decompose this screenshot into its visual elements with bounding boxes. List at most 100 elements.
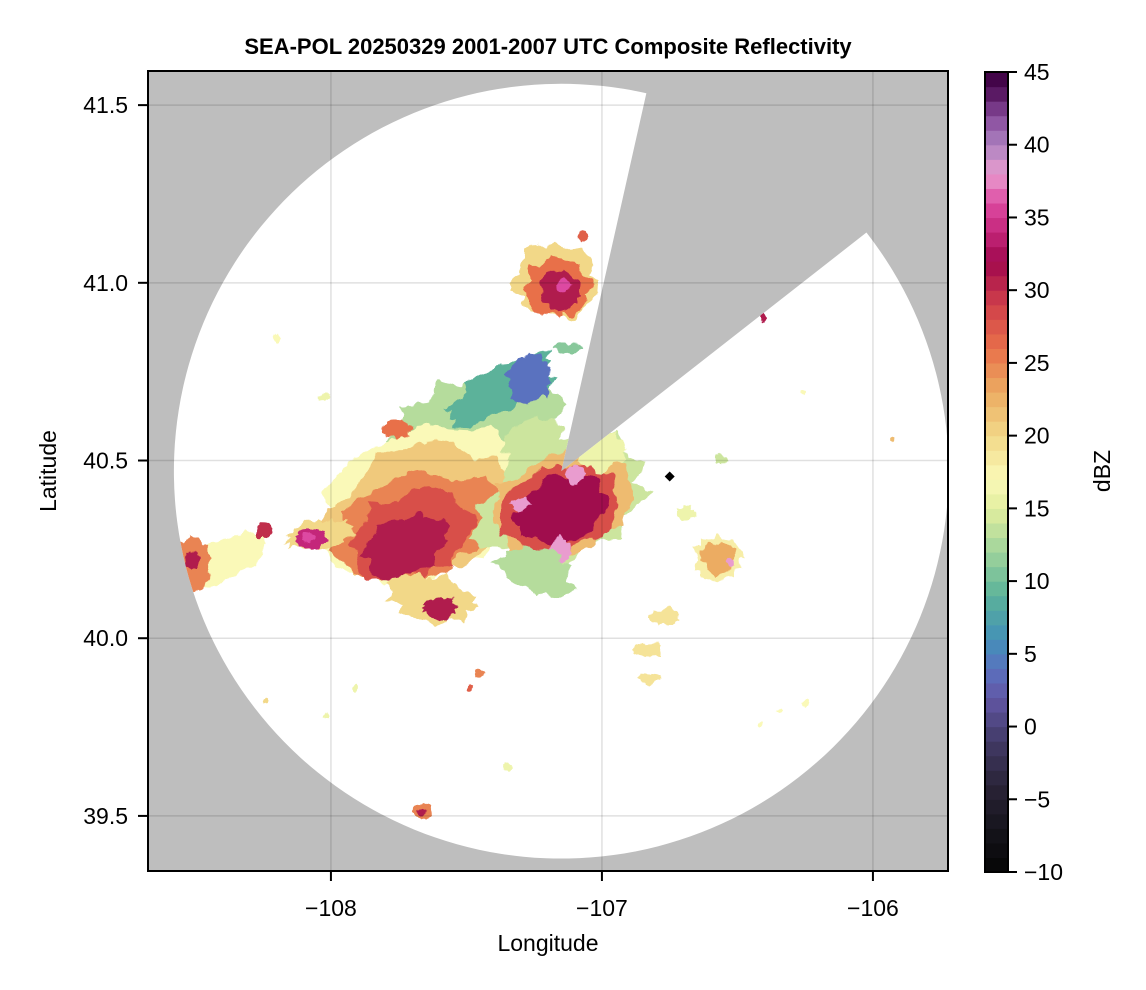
colorbar-bin [985, 828, 1008, 844]
colorbar-bin [985, 246, 1008, 262]
echo-cell [889, 437, 896, 444]
colorbar-bin [985, 610, 1008, 626]
colorbar-label: dBZ [1089, 450, 1115, 492]
colorbar-bin [985, 464, 1008, 480]
colorbar-tick-label: 10 [1024, 568, 1050, 594]
colorbar-bin [985, 813, 1008, 829]
x-axis-label: Longitude [497, 930, 598, 956]
colorbar-bin [985, 173, 1008, 189]
echo-cell [490, 544, 577, 599]
echo-cell [261, 697, 271, 705]
echo-cell [551, 342, 583, 354]
colorbar-bin [985, 188, 1008, 204]
echo-cell [639, 672, 661, 684]
echo-cell [565, 465, 585, 485]
echo-cell [512, 472, 610, 547]
colorbar-bin [985, 392, 1008, 408]
echo-cell [184, 549, 201, 571]
colorbar-tick-label: −5 [1024, 786, 1050, 812]
echo-cell [502, 763, 515, 773]
colorbar-bin [985, 508, 1008, 524]
y-tick-label: 40.0 [83, 625, 128, 651]
colorbar-bin [985, 581, 1008, 597]
colorbar-bin [985, 144, 1008, 160]
y-tick-label: 41.5 [83, 92, 128, 118]
colorbar: −10 −5 0 5 10 15 20 25 30 35 40 45 [984, 59, 1063, 885]
colorbar-bin [985, 159, 1008, 175]
y-axis-label: Latitude [35, 430, 61, 512]
colorbar-bin [985, 261, 1008, 277]
colorbar-bin [985, 770, 1008, 786]
echo-cell [577, 232, 588, 243]
colorbar-bin [985, 377, 1008, 393]
echo-cell [272, 333, 282, 345]
echo-cell [676, 505, 698, 520]
colorbar-bin [985, 101, 1008, 117]
echo-cell [301, 532, 316, 544]
colorbar-bin [985, 697, 1008, 713]
echo-cell [776, 707, 783, 715]
colorbar-bin [985, 799, 1008, 815]
colorbar-bin [985, 857, 1008, 873]
echo-cell [724, 556, 735, 568]
echo-cell [421, 597, 460, 620]
colorbar-tick-label: 0 [1024, 714, 1037, 740]
x-tick-label: −107 [576, 895, 628, 921]
colorbar-bin [985, 217, 1008, 233]
colorbar-bin [985, 639, 1008, 655]
colorbar-bin [985, 522, 1008, 539]
colorbar-tick-label: 20 [1024, 423, 1050, 449]
grid-lines [148, 71, 948, 871]
colorbar-bin [985, 668, 1008, 684]
y-tick-label: 39.5 [83, 803, 128, 829]
echo-cell [319, 393, 331, 403]
y-axis: 39.5 40.0 40.5 41.0 41.5 [83, 92, 148, 829]
echo-cell [322, 712, 330, 720]
colorbar-bin [985, 479, 1008, 495]
echo-southwest-cell [261, 333, 896, 821]
colorbar-tick-label: 45 [1024, 59, 1050, 85]
chart-title: SEA-POL 20250329 2001-2007 UTC Composite… [244, 34, 852, 59]
plot-frame [147, 70, 949, 872]
x-tick-label: −106 [847, 895, 899, 921]
colorbar-bin [985, 595, 1008, 611]
colorbar-bin [985, 362, 1008, 379]
echo-cell [649, 608, 681, 625]
echo-cell [633, 642, 662, 658]
echo-cell [506, 350, 553, 405]
echo-cell [351, 683, 359, 693]
colorbar-bin [985, 653, 1008, 669]
echo-cell [417, 808, 427, 817]
colorbar-bin [985, 319, 1008, 335]
colorbar-bin [985, 115, 1008, 131]
x-axis: −108 −107 −106 [305, 871, 899, 921]
echo-cell [757, 314, 767, 323]
colorbar-bin [985, 741, 1008, 757]
echo-cell [714, 454, 728, 466]
colorbar-bin [985, 421, 1008, 437]
colorbar-bin [985, 202, 1008, 219]
colorbar-bin [985, 275, 1008, 291]
echo-cell [510, 497, 531, 513]
colorbar-bin [985, 682, 1008, 699]
colorbar-bin [985, 552, 1008, 568]
echo-cell [800, 389, 808, 397]
location-marker [664, 471, 675, 482]
echo-layer [173, 232, 896, 821]
colorbar-bin [985, 333, 1008, 349]
colorbar-tick-label: 5 [1024, 641, 1037, 667]
y-tick-label: 40.5 [83, 448, 128, 474]
colorbar-bin [985, 406, 1008, 422]
colorbar-tick-label: 25 [1024, 350, 1050, 376]
echo-cell [360, 510, 450, 582]
echo-cell [699, 540, 737, 576]
colorbar-bin [985, 726, 1008, 742]
colorbar-bin [985, 537, 1008, 553]
colorbar-bin [985, 493, 1008, 509]
colorbar-bin [985, 290, 1008, 306]
x-tick-label: −108 [305, 895, 357, 921]
colorbar-bin [985, 72, 1008, 88]
echo-southeast-cell [633, 314, 767, 684]
colorbar-bin [985, 566, 1008, 582]
